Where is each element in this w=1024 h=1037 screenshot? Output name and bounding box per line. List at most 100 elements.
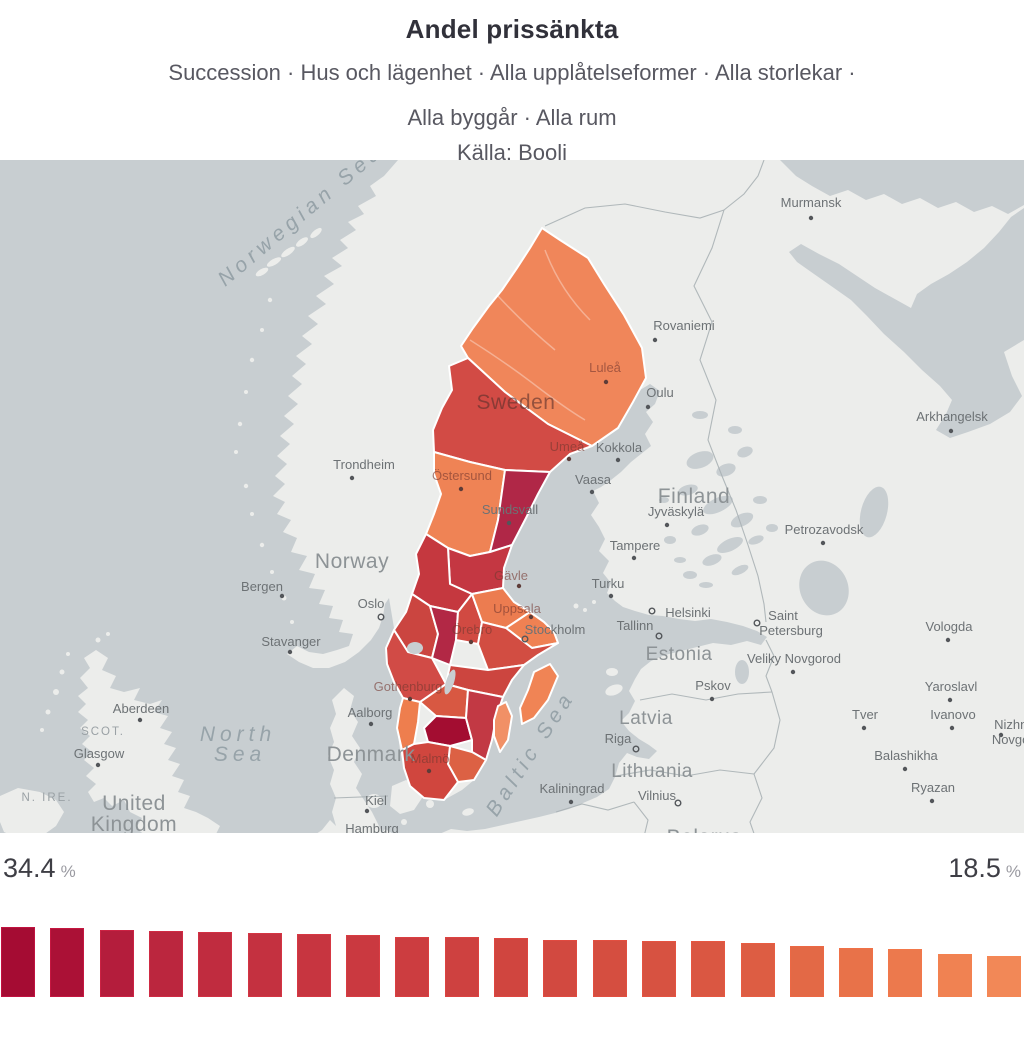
county-oland[interactable] <box>493 701 513 753</box>
capital-ring-icon <box>377 613 385 621</box>
city-dot <box>468 639 474 645</box>
country-label: SCOT. <box>81 726 125 738</box>
city-label: Bergen <box>241 579 283 594</box>
legend-bars <box>1 925 1023 997</box>
legend-bar[interactable] <box>641 940 676 997</box>
city-label: Oslo <box>358 596 385 611</box>
city-dot <box>349 475 355 481</box>
legend-bar[interactable] <box>395 936 430 997</box>
legend-min-label: 18.5 % <box>948 853 1021 884</box>
city-label: Östersund <box>432 468 492 483</box>
city-dot <box>608 593 614 599</box>
city-label: Helsinki <box>665 605 711 620</box>
capital-ring-icon <box>753 619 761 627</box>
capital-ring-icon <box>648 607 656 615</box>
city-label: Arkhangelsk <box>916 409 988 424</box>
legend-bar[interactable] <box>148 931 183 997</box>
sea-label: North <box>200 723 276 746</box>
city-label: Glasgow <box>74 746 125 761</box>
chart-subtitle-line1: Succession · Hus och lägenhet · Alla upp… <box>168 60 856 85</box>
city-dot <box>808 215 814 221</box>
city-dot <box>364 808 370 814</box>
legend-bar[interactable] <box>987 956 1021 997</box>
chart-header: Andel prissänkta Succession · Hus och lä… <box>0 0 1024 170</box>
city-dot <box>137 717 143 723</box>
legend-bar[interactable] <box>296 933 331 997</box>
city-label: Yaroslavl <box>925 679 978 694</box>
county-kronoberg[interactable] <box>423 715 473 747</box>
city-dot <box>949 725 955 731</box>
city-label: Trondheim <box>333 457 395 472</box>
city-label: Tallinn <box>617 618 654 633</box>
city-dot <box>652 337 658 343</box>
county-gotland[interactable] <box>519 663 559 725</box>
city-label: Malmö <box>410 751 449 766</box>
legend-bar[interactable] <box>740 942 775 997</box>
legend-bar[interactable] <box>494 938 528 997</box>
city-dot <box>615 457 621 463</box>
legend-bar[interactable] <box>592 940 627 997</box>
legend-bar[interactable] <box>198 932 233 997</box>
country-label: Belarus <box>667 826 742 833</box>
city-dot <box>709 696 715 702</box>
city-label: Luleå <box>589 360 622 375</box>
city-dot <box>568 799 574 805</box>
city-label: Petersburg <box>759 623 823 638</box>
city-label: Tampere <box>610 538 661 553</box>
city-dot <box>929 798 935 804</box>
swedish-lakes <box>407 642 456 695</box>
city-label: Saint <box>768 608 798 623</box>
country-label: Lithuania <box>611 761 693 782</box>
landmass <box>0 160 1024 833</box>
city-dot <box>631 555 637 561</box>
country-label: Denmark <box>327 743 416 766</box>
city-dot <box>998 732 1004 738</box>
legend-bar[interactable] <box>888 949 923 997</box>
city-label: Petrozavodsk <box>785 522 864 537</box>
city-label: Sundsvall <box>482 502 538 517</box>
legend-bar[interactable] <box>1 927 35 997</box>
legend-bar[interactable] <box>50 928 85 997</box>
white-sea <box>789 208 1024 438</box>
legend-bar[interactable] <box>937 954 972 997</box>
city-dot <box>528 614 534 620</box>
legend-bar[interactable] <box>346 935 381 997</box>
city-label: Tver <box>852 707 879 722</box>
country-label: Norway <box>315 550 389 573</box>
city-label: Vilnius <box>638 788 677 803</box>
city-label: Vologda <box>926 619 974 634</box>
city-label: Kaliningrad <box>539 781 604 796</box>
city-label: Örebro <box>452 622 492 637</box>
county-sodermanland[interactable] <box>477 621 559 671</box>
city-dot <box>566 456 572 462</box>
sweden-counties <box>385 227 647 801</box>
city-label: Stavanger <box>261 634 321 649</box>
city-label: Murmansk <box>781 195 842 210</box>
legend-min-value: 18.5 <box>948 853 1001 883</box>
country-label: United <box>102 792 166 815</box>
legend-max-value: 34.4 <box>3 853 56 883</box>
lakes <box>659 411 889 684</box>
choropleth-map: North Sea Baltic Sea Norwegian Sea Norway Swe… <box>0 160 1024 833</box>
city-label: Riga <box>605 731 633 746</box>
city-label: Stockholm <box>525 622 586 637</box>
country-borders <box>333 160 781 833</box>
country-label: Kingdom <box>91 813 177 833</box>
capital-ring-icon <box>521 635 529 643</box>
city-label: Kiel <box>365 793 387 808</box>
legend-bar[interactable] <box>839 948 874 997</box>
city-label: Gothenburg <box>374 679 443 694</box>
country-label: N. IRE. <box>21 792 72 804</box>
legend-bar[interactable] <box>247 933 282 997</box>
rivers <box>469 249 591 421</box>
legend-bar[interactable] <box>99 930 134 997</box>
legend-bar[interactable] <box>543 939 578 997</box>
city-label: Kokkola <box>596 440 643 455</box>
legend-bar[interactable] <box>789 946 824 997</box>
city-dot <box>790 669 796 675</box>
city-label: Pskov <box>695 678 731 693</box>
city-dot <box>948 428 954 434</box>
legend-bar[interactable] <box>691 941 726 997</box>
legend-bar[interactable] <box>444 937 479 997</box>
